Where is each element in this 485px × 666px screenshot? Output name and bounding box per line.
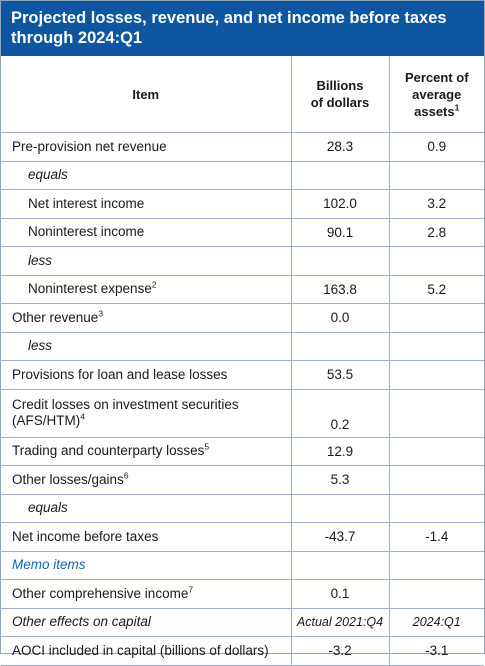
percent-cell: 2024:Q1 bbox=[388, 608, 484, 637]
table-row: AOCI included in capital (billions of do… bbox=[1, 636, 484, 666]
header-billions: Billions of dollars bbox=[290, 56, 389, 133]
footnote-ref: 3 bbox=[98, 308, 104, 319]
row-label: Provisions for loan and lease losses bbox=[1, 360, 291, 390]
table-row: Other losses/gains6 5.3 bbox=[1, 465, 484, 495]
row-label: Noninterest expense2 bbox=[1, 275, 291, 304]
percent-cell: 3.2 bbox=[388, 189, 484, 219]
table-row: Trading and counterparty losses5 12.9 bbox=[1, 437, 484, 466]
memo-items-label: Memo items bbox=[1, 551, 291, 580]
table-row: Net interest income 102.0 3.2 bbox=[1, 189, 484, 219]
billions-cell: 0.1 bbox=[290, 579, 389, 609]
billions-cell: 53.5 bbox=[290, 360, 389, 390]
row-label: Pre-provision net revenue bbox=[1, 132, 291, 162]
percent-cell: 2.8 bbox=[388, 218, 484, 247]
row-label: Other revenue3 bbox=[1, 303, 291, 333]
row-label: Net income before taxes bbox=[1, 522, 291, 552]
table-row: less bbox=[1, 246, 484, 276]
billions-cell: Actual 2021:Q4 bbox=[290, 608, 389, 637]
billions-cell bbox=[290, 332, 389, 361]
table-title: Projected losses, revenue, and net incom… bbox=[1, 1, 484, 56]
title-line-2: through 2024:Q1 bbox=[11, 29, 143, 47]
percent-cell bbox=[388, 303, 484, 333]
projections-table: Item Billions of dollars Percent of aver… bbox=[1, 56, 484, 666]
billions-cell bbox=[290, 494, 389, 523]
footnote-ref: 6 bbox=[123, 470, 129, 481]
header-percent: Percent of average assets1 bbox=[388, 56, 484, 133]
billions-cell bbox=[290, 246, 389, 276]
row-label: Net interest income bbox=[1, 189, 291, 219]
table-row: Noninterest income 90.1 2.8 bbox=[1, 218, 484, 247]
row-label: Trading and counterparty losses5 bbox=[1, 437, 291, 466]
percent-cell bbox=[388, 161, 484, 190]
percent-cell bbox=[388, 437, 484, 466]
row-label: less bbox=[1, 332, 291, 361]
percent-cell bbox=[388, 494, 484, 523]
percent-cell: -3.1 bbox=[388, 636, 484, 666]
percent-cell bbox=[388, 579, 484, 609]
billions-cell: 90.1 bbox=[290, 218, 389, 247]
billions-cell: 0.2 bbox=[290, 389, 389, 438]
footnote-ref: 4 bbox=[80, 411, 85, 422]
billions-cell: 5.3 bbox=[290, 465, 389, 495]
row-label: AOCI included in capital (billions of do… bbox=[1, 636, 291, 666]
percent-cell bbox=[388, 246, 484, 276]
percent-cell bbox=[388, 551, 484, 580]
percent-cell bbox=[388, 465, 484, 495]
table-row: Pre-provision net revenue 28.3 0.9 bbox=[1, 132, 484, 162]
row-label: Credit losses on investment securities (… bbox=[1, 389, 291, 438]
billions-cell: 102.0 bbox=[290, 189, 389, 219]
row-label: Other effects on capital bbox=[1, 608, 291, 637]
percent-cell: 0.9 bbox=[388, 132, 484, 162]
billions-cell bbox=[290, 551, 389, 580]
table-row: Other revenue3 0.0 bbox=[1, 303, 484, 333]
footnote-ref: 1 bbox=[454, 102, 460, 113]
billions-cell: 0.0 bbox=[290, 303, 389, 333]
billions-cell: 163.8 bbox=[290, 275, 389, 304]
table-row: Other comprehensive income7 0.1 bbox=[1, 579, 484, 609]
header-row: Item Billions of dollars Percent of aver… bbox=[1, 56, 484, 133]
percent-cell bbox=[388, 332, 484, 361]
table-row: Noninterest expense2 163.8 5.2 bbox=[1, 275, 484, 304]
table-row: equals bbox=[1, 161, 484, 190]
percent-cell: -1.4 bbox=[388, 522, 484, 552]
row-label: Other comprehensive income7 bbox=[1, 579, 291, 609]
billions-cell: -43.7 bbox=[290, 522, 389, 552]
footnote-ref: 7 bbox=[188, 584, 194, 595]
row-label: less bbox=[1, 246, 291, 276]
billions-cell bbox=[290, 161, 389, 190]
row-label: equals bbox=[1, 161, 291, 190]
row-label: equals bbox=[1, 494, 291, 523]
table-row: Other effects on capital Actual 2021:Q4 … bbox=[1, 608, 484, 637]
table-row: Provisions for loan and lease losses 53.… bbox=[1, 360, 484, 390]
percent-cell bbox=[388, 389, 484, 438]
percent-cell bbox=[388, 360, 484, 390]
table-row: Net income before taxes -43.7 -1.4 bbox=[1, 522, 484, 552]
row-label: Other losses/gains6 bbox=[1, 465, 291, 495]
billions-cell: 12.9 bbox=[290, 437, 389, 466]
title-line-1: Projected losses, revenue, and net incom… bbox=[11, 9, 447, 27]
billions-cell: 28.3 bbox=[290, 132, 389, 162]
footnote-ref: 5 bbox=[204, 441, 210, 452]
table-row: Credit losses on investment securities (… bbox=[1, 389, 484, 438]
table-row: Memo items bbox=[1, 551, 484, 580]
table-row: equals bbox=[1, 494, 484, 523]
row-label: Noninterest income bbox=[1, 218, 291, 247]
percent-cell: 5.2 bbox=[388, 275, 484, 304]
billions-cell: -3.2 bbox=[290, 636, 389, 666]
footnote-ref: 2 bbox=[151, 279, 157, 290]
header-item: Item bbox=[1, 56, 291, 133]
table-row: less bbox=[1, 332, 484, 361]
